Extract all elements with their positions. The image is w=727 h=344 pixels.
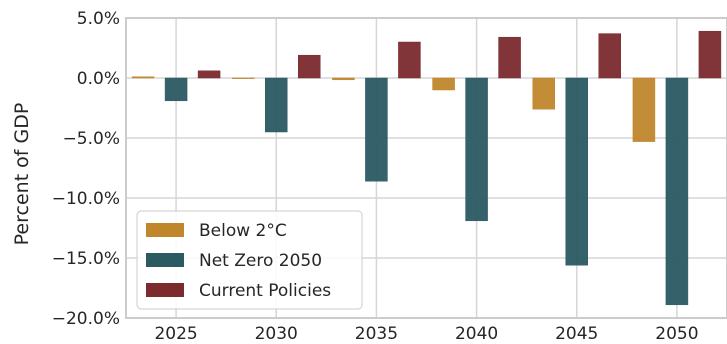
bar-net-zero-2050-2025 xyxy=(164,77,188,102)
bar-below-2-c-2045 xyxy=(532,77,555,110)
bars xyxy=(131,30,722,306)
legend-label: Current Policies xyxy=(199,281,331,301)
x-tick-label: 2035 xyxy=(355,324,398,344)
bar-below-2-c-2050 xyxy=(632,77,656,142)
y-ticks: 5.0% 0.0% −5.0% −10.0% −15.0% −20.0% xyxy=(52,9,120,329)
legend-label: Below 2°C xyxy=(199,221,287,241)
x-tick-label: 2040 xyxy=(455,324,498,344)
x-tick-label: 2025 xyxy=(154,324,197,344)
bar-current-policies-2030 xyxy=(298,54,321,79)
legend: Below 2°C Net Zero 2050 Current Policies xyxy=(136,210,363,310)
x-tick-label: 2050 xyxy=(655,324,698,344)
legend-label: Net Zero 2050 xyxy=(199,251,322,271)
bar-below-2-c-2035 xyxy=(332,77,355,81)
bar-net-zero-2050-2030 xyxy=(265,77,288,133)
y-tick-label: 0.0% xyxy=(77,69,120,89)
legend-box xyxy=(136,210,363,310)
legend-swatch xyxy=(146,283,184,297)
x-ticks: 2025 2030 2035 2040 2045 2050 xyxy=(154,324,698,344)
plot-area-frame xyxy=(125,17,727,319)
bar-below-2-c-2040 xyxy=(432,77,455,91)
legend-swatch xyxy=(146,223,184,237)
bar-net-zero-2050-2050 xyxy=(665,77,689,306)
bar-current-policies-2050 xyxy=(698,30,722,79)
bar-current-policies-2040 xyxy=(498,36,521,79)
y-tick-label: −5.0% xyxy=(63,129,120,149)
y-tick-label: −15.0% xyxy=(52,249,120,269)
y-tick-label: −20.0% xyxy=(52,309,120,329)
y-tick-label: 5.0% xyxy=(77,9,120,29)
x-tick-label: 2030 xyxy=(255,324,298,344)
y-axis-label: Percent of GDP xyxy=(11,103,33,246)
y-tick-label: −10.0% xyxy=(52,189,120,209)
plot-frame xyxy=(125,17,727,319)
bar-current-policies-2045 xyxy=(598,33,621,79)
legend-swatch xyxy=(146,253,184,267)
bar-net-zero-2050-2045 xyxy=(565,77,588,266)
x-tick-label: 2045 xyxy=(555,324,598,344)
bar-net-zero-2050-2035 xyxy=(365,77,388,182)
bar-current-policies-2025 xyxy=(197,70,221,79)
bar-below-2-c-2030 xyxy=(232,77,255,79)
bar-current-policies-2035 xyxy=(398,41,421,79)
bar-below-2-c-2025 xyxy=(131,76,155,79)
bar-net-zero-2050-2040 xyxy=(465,77,488,222)
